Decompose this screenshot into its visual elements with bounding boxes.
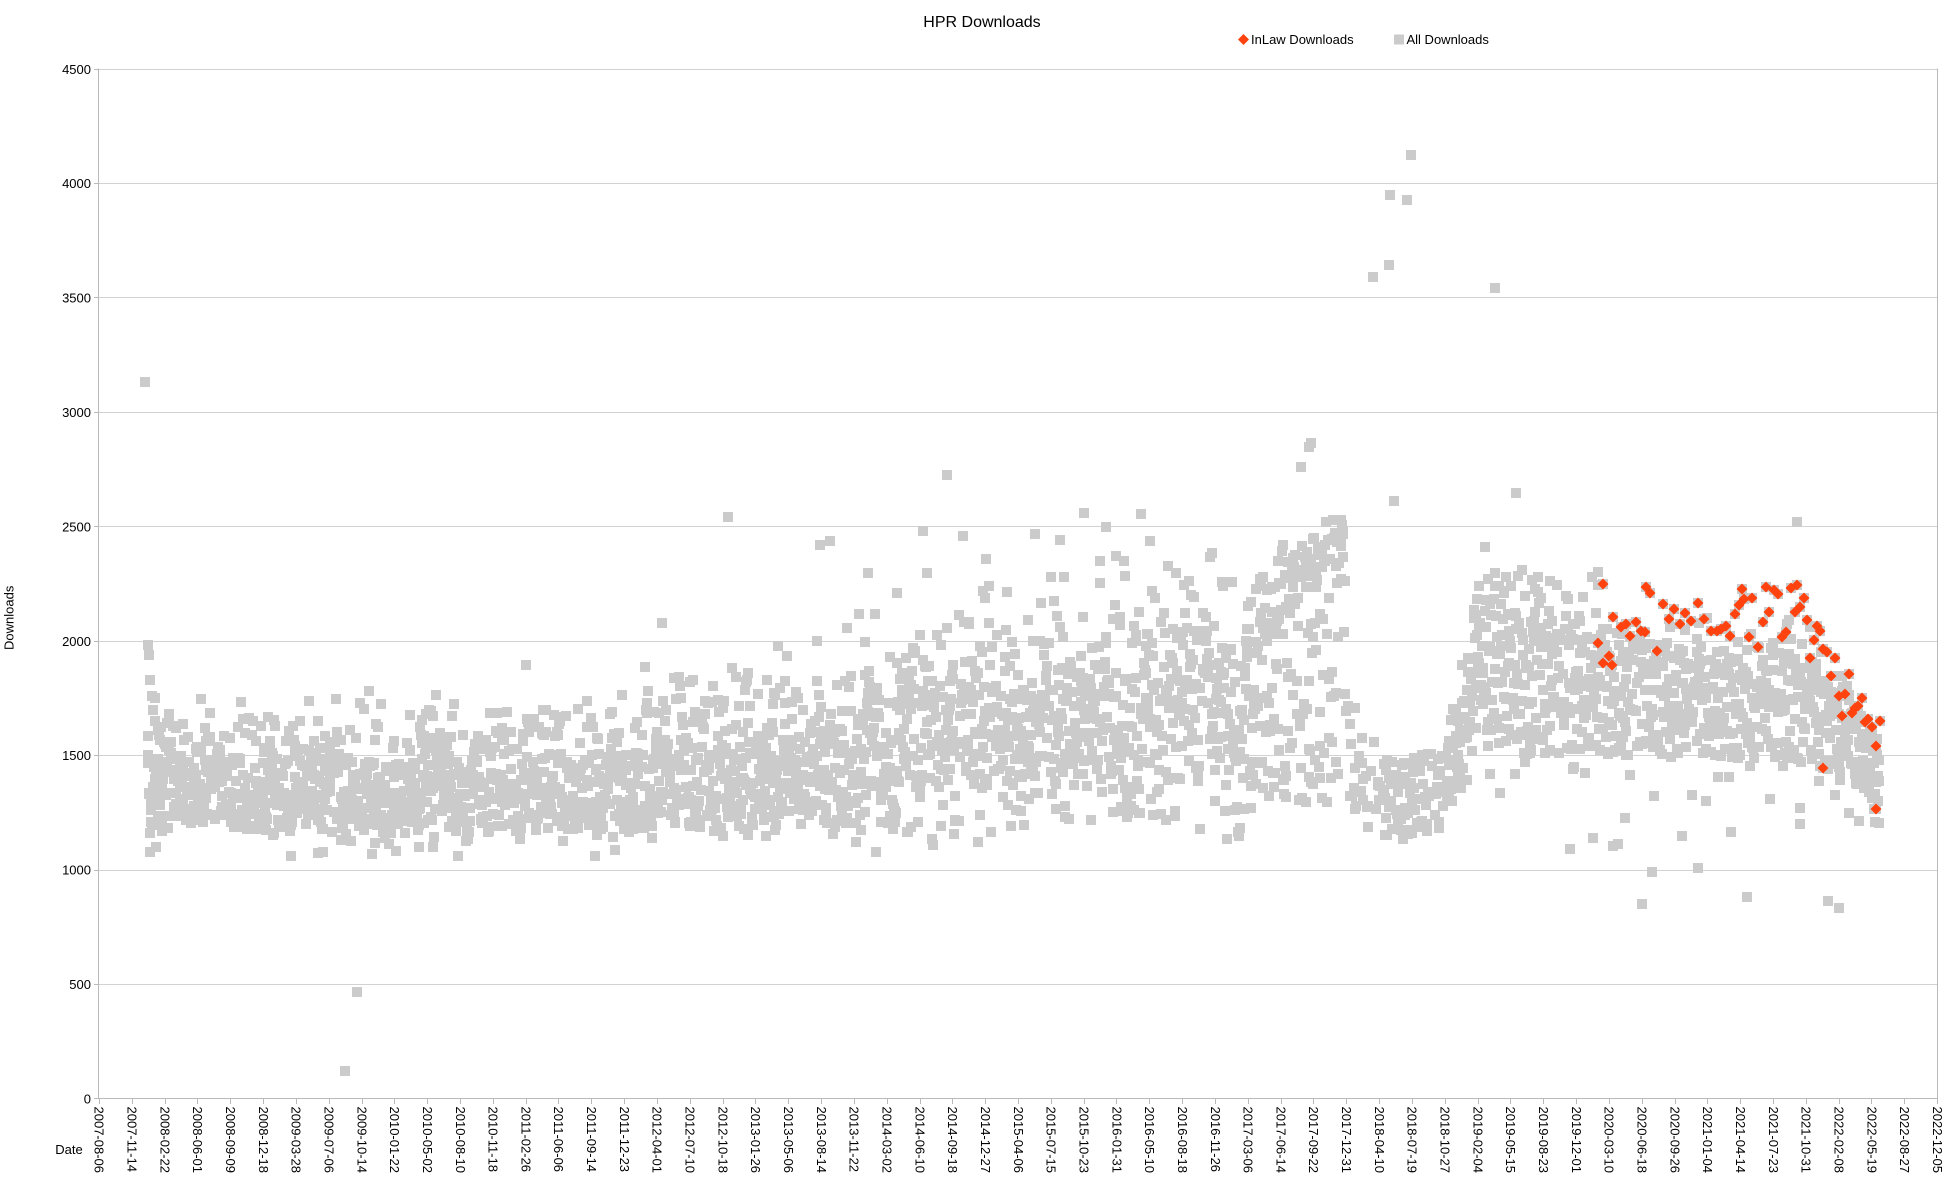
svg-text:2013-05-06: 2013-05-06: [781, 1107, 796, 1174]
svg-text:2016-05-10: 2016-05-10: [1142, 1107, 1157, 1174]
svg-text:2020-03-10: 2020-03-10: [1602, 1107, 1617, 1174]
svg-text:2019-12-01: 2019-12-01: [1569, 1107, 1584, 1174]
svg-text:2017-03-06: 2017-03-06: [1241, 1107, 1256, 1174]
svg-text:2008-02-22: 2008-02-22: [157, 1107, 172, 1174]
svg-text:2007-11-14: 2007-11-14: [125, 1107, 140, 1173]
svg-text:2013-08-14: 2013-08-14: [814, 1107, 829, 1174]
svg-text:2021-01-04: 2021-01-04: [1700, 1107, 1715, 1174]
svg-text:Date: Date: [55, 1142, 82, 1157]
svg-text:All Downloads: All Downloads: [1407, 32, 1490, 47]
svg-text:2012-10-18: 2012-10-18: [715, 1107, 730, 1174]
svg-text:2011-02-26: 2011-02-26: [518, 1107, 533, 1173]
svg-text:1000: 1000: [62, 863, 91, 878]
svg-text:0: 0: [84, 1091, 91, 1106]
svg-text:2014-03-02: 2014-03-02: [880, 1107, 895, 1174]
svg-text:2012-04-01: 2012-04-01: [650, 1107, 665, 1174]
svg-text:2009-07-06: 2009-07-06: [322, 1107, 337, 1174]
svg-text:4500: 4500: [62, 62, 91, 77]
svg-text:2013-11-22: 2013-11-22: [847, 1107, 862, 1173]
svg-text:2014-12-27: 2014-12-27: [978, 1107, 993, 1174]
svg-text:2019-05-15: 2019-05-15: [1503, 1107, 1518, 1174]
svg-text:2011-06-06: 2011-06-06: [551, 1107, 566, 1173]
svg-text:2017-09-22: 2017-09-22: [1306, 1107, 1321, 1174]
svg-text:2017-12-31: 2017-12-31: [1339, 1107, 1354, 1174]
svg-text:2008-09-09: 2008-09-09: [223, 1107, 238, 1174]
svg-text:2014-09-18: 2014-09-18: [945, 1107, 960, 1174]
svg-text:HPR Downloads: HPR Downloads: [923, 14, 1040, 31]
svg-text:2007-08-06: 2007-08-06: [92, 1107, 107, 1174]
svg-text:2019-02-04: 2019-02-04: [1470, 1107, 1485, 1174]
svg-text:500: 500: [69, 977, 91, 992]
svg-text:2017-06-14: 2017-06-14: [1273, 1107, 1288, 1174]
svg-text:2022-05-19: 2022-05-19: [1864, 1107, 1879, 1174]
svg-text:2010-11-18: 2010-11-18: [486, 1107, 501, 1173]
svg-text:2010-08-10: 2010-08-10: [453, 1107, 468, 1174]
svg-text:Downloads: Downloads: [2, 585, 17, 650]
svg-text:2010-05-02: 2010-05-02: [420, 1107, 435, 1174]
svg-text:2022-12-05: 2022-12-05: [1930, 1107, 1945, 1174]
svg-text:2020-06-18: 2020-06-18: [1635, 1107, 1650, 1174]
svg-text:2009-10-14: 2009-10-14: [354, 1107, 369, 1174]
svg-text:2016-11-26: 2016-11-26: [1208, 1107, 1223, 1173]
svg-text:2011-12-23: 2011-12-23: [617, 1107, 632, 1173]
svg-text:2020-09-26: 2020-09-26: [1667, 1107, 1682, 1174]
svg-text:2011-09-14: 2011-09-14: [584, 1107, 599, 1173]
svg-text:2009-03-28: 2009-03-28: [289, 1107, 304, 1174]
svg-text:2015-04-06: 2015-04-06: [1011, 1107, 1026, 1174]
svg-text:2016-01-31: 2016-01-31: [1109, 1107, 1124, 1174]
svg-text:2021-10-31: 2021-10-31: [1799, 1107, 1814, 1174]
svg-text:2018-04-10: 2018-04-10: [1372, 1107, 1387, 1174]
svg-text:2015-10-23: 2015-10-23: [1077, 1107, 1092, 1174]
svg-text:3500: 3500: [62, 291, 91, 306]
svg-text:2018-10-27: 2018-10-27: [1438, 1107, 1453, 1174]
svg-text:2022-08-27: 2022-08-27: [1897, 1107, 1912, 1174]
svg-text:2016-08-18: 2016-08-18: [1175, 1107, 1190, 1174]
svg-text:2022-02-08: 2022-02-08: [1831, 1107, 1846, 1174]
svg-text:1500: 1500: [62, 748, 91, 763]
svg-text:2012-07-10: 2012-07-10: [683, 1107, 698, 1174]
svg-text:2013-01-26: 2013-01-26: [748, 1107, 763, 1174]
svg-text:2000: 2000: [62, 634, 91, 649]
svg-text:2015-07-15: 2015-07-15: [1044, 1107, 1059, 1174]
svg-text:2500: 2500: [62, 519, 91, 534]
svg-text:2008-06-01: 2008-06-01: [190, 1107, 205, 1174]
svg-text:2008-12-18: 2008-12-18: [256, 1107, 271, 1174]
svg-text:2014-06-10: 2014-06-10: [912, 1107, 927, 1174]
svg-text:2019-08-23: 2019-08-23: [1536, 1107, 1551, 1174]
svg-text:3000: 3000: [62, 405, 91, 420]
svg-text:2021-04-14: 2021-04-14: [1733, 1107, 1748, 1174]
svg-text:InLaw Downloads: InLaw Downloads: [1251, 32, 1354, 47]
svg-text:2010-01-22: 2010-01-22: [387, 1107, 402, 1174]
svg-text:2018-07-19: 2018-07-19: [1405, 1107, 1420, 1174]
svg-text:2021-07-23: 2021-07-23: [1766, 1107, 1781, 1174]
svg-text:4000: 4000: [62, 176, 91, 191]
